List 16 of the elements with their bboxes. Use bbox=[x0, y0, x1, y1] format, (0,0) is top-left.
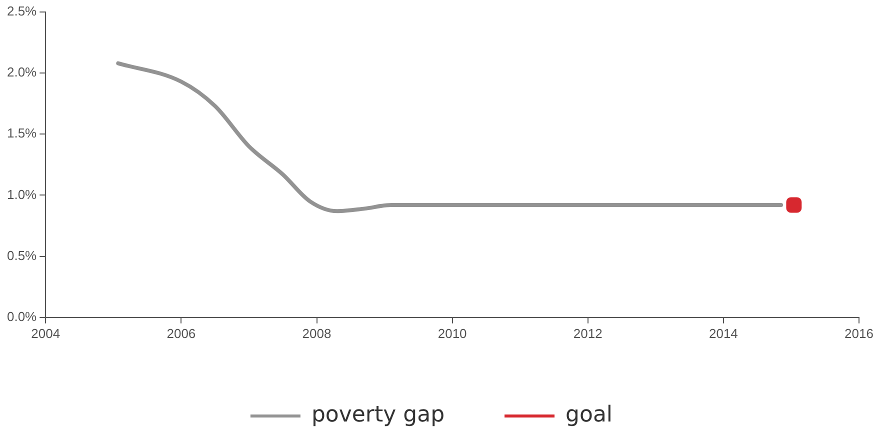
legend-label: goal bbox=[566, 402, 613, 428]
x-tick-label: 2014 bbox=[708, 326, 738, 341]
y-tick-label: 2.0% bbox=[6, 64, 38, 80]
x-tick-label: 2010 bbox=[438, 326, 467, 341]
y-tick-label: 0.5% bbox=[6, 248, 38, 263]
x-tick-label: 2006 bbox=[166, 326, 196, 341]
x-tick-label: 2004 bbox=[31, 326, 60, 341]
legend-label: poverty gap bbox=[311, 402, 445, 428]
x-tick-label: 2008 bbox=[302, 326, 332, 341]
x-tick-label: 2012 bbox=[573, 326, 602, 341]
y-tick-label: 1.0% bbox=[6, 186, 38, 202]
y-tick-label: 0.0% bbox=[6, 308, 38, 324]
y-tick-label: 1.5% bbox=[6, 126, 38, 141]
x-tick-label: 2016 bbox=[844, 326, 874, 341]
y-tick-label: 2.5% bbox=[6, 4, 38, 19]
line-series bbox=[116, 61, 784, 214]
